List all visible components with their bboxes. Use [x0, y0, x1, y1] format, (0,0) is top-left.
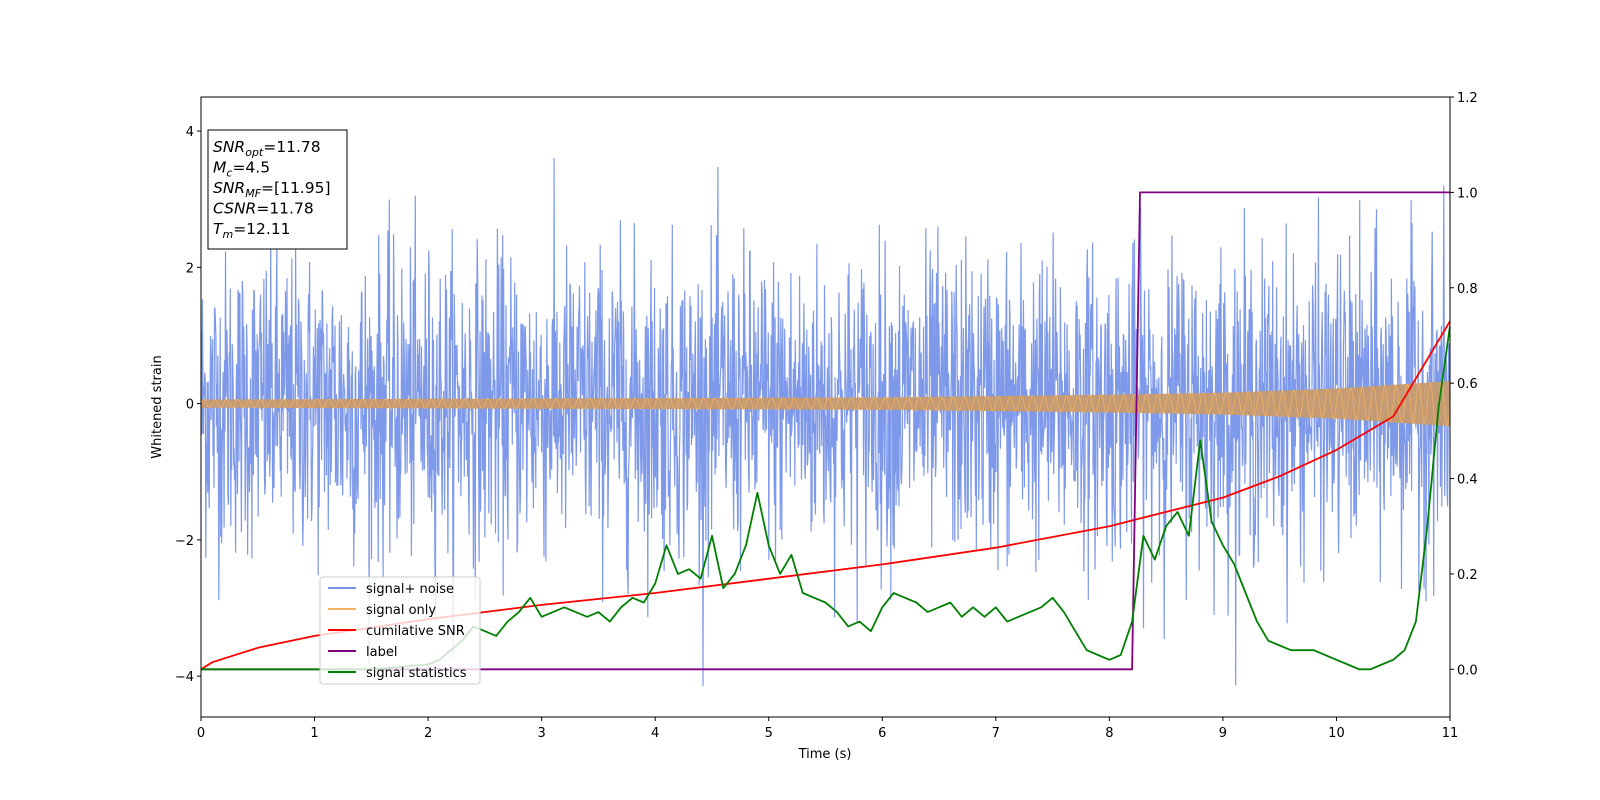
annotation-line: Tm=12.11: [213, 220, 291, 241]
y-axis-label: Whitened strain: [150, 355, 165, 458]
legend-label: signal only: [366, 603, 436, 618]
y-tick-label: 4: [186, 125, 194, 140]
x-tick-label: 0: [197, 726, 205, 741]
x-tick-label: 6: [878, 726, 886, 741]
annotation-value: =11.78: [263, 138, 320, 156]
y-tick-label: 2: [186, 261, 194, 276]
label-line: [201, 191, 1450, 671]
annotation-line: CSNR=11.78: [213, 200, 314, 218]
y2-tick-label: 0.6: [1457, 377, 1478, 392]
signal-only-series: [201, 380, 1450, 428]
legend-label: signal+ noise: [366, 582, 454, 597]
legend-label: cumilative SNR: [366, 624, 465, 639]
x-tick-label: 2: [424, 726, 432, 741]
legend-frame: [319, 576, 481, 685]
annotation-value: =12.11: [233, 220, 290, 238]
axes-frame: [200, 96, 1451, 718]
y2-tick-label: 1.0: [1457, 186, 1478, 201]
y-axis-right: 1.2 1.0 0.8 0.6 0.4 0.2 0.0: [1450, 91, 1478, 678]
annotation-symbol: SNR: [213, 179, 245, 197]
signal-noise-line: [201, 158, 1450, 687]
y2-tick-label: 0.4: [1457, 473, 1478, 488]
x-tick-label: 11: [1442, 726, 1459, 741]
y-tick-label: 0: [186, 398, 194, 413]
y2-tick-label: 1.2: [1457, 91, 1478, 106]
annotation-value: =4.5: [232, 159, 270, 177]
x-tick-label: 9: [1219, 726, 1227, 741]
stats-annotation-box: SNRopt=11.78Mc=4.5SNRMF=[11.95]CSNR=11.7…: [207, 129, 348, 250]
legend-label: label: [366, 645, 397, 660]
signal-statistics-line: [201, 325, 1450, 671]
legend: signal+ noise signal only cumilative SNR la…: [319, 576, 481, 685]
annotation-value: =[11.95]: [261, 179, 330, 197]
annotation-subscript: m: [222, 228, 233, 241]
annotation-line: Mc=4.5: [213, 159, 270, 180]
x-tick-label: 10: [1328, 726, 1345, 741]
annotation-subscript: opt: [245, 146, 264, 159]
annotation-symbol: M: [213, 159, 226, 177]
annotation-symbol: CSNR: [213, 200, 256, 218]
x-tick-label: 1: [310, 726, 318, 741]
annotation-value: =11.78: [256, 200, 313, 218]
x-axis: 0 1 2 3 4 5 6 7 8 9 10 11: [197, 717, 1458, 741]
annotation-subscript: c: [226, 167, 232, 180]
plot-area: [201, 158, 1450, 687]
legend-label: signal statistics: [366, 666, 467, 681]
annotation-line: SNRopt=11.78: [213, 138, 321, 159]
x-tick-label: 7: [992, 726, 1000, 741]
x-tick-label: 4: [651, 726, 659, 741]
annotation-symbol: T: [213, 220, 224, 238]
y-tick-label: −2: [175, 534, 194, 549]
y2-tick-label: 0.0: [1457, 663, 1478, 678]
x-tick-label: 8: [1105, 726, 1113, 741]
annotation-symbol: SNR: [213, 138, 245, 156]
x-tick-label: 3: [537, 726, 545, 741]
y-axis-left: 4 2 0 −2 −4: [175, 125, 201, 685]
y2-tick-label: 0.2: [1457, 568, 1478, 583]
annotation-frame: [207, 129, 348, 250]
x-axis-label: Time (s): [798, 747, 852, 762]
signal-noise-series: [201, 158, 1450, 687]
y-tick-label: −4: [175, 670, 194, 685]
y2-tick-label: 0.8: [1457, 282, 1478, 297]
signal-only-line: [201, 380, 1450, 428]
annotation-subscript: MF: [245, 187, 261, 200]
cumilative-snr-line: [201, 320, 1450, 671]
right-axis-series: [201, 191, 1450, 671]
x-tick-label: 5: [765, 726, 773, 741]
annotation-line: SNRMF=[11.95]: [213, 179, 331, 200]
